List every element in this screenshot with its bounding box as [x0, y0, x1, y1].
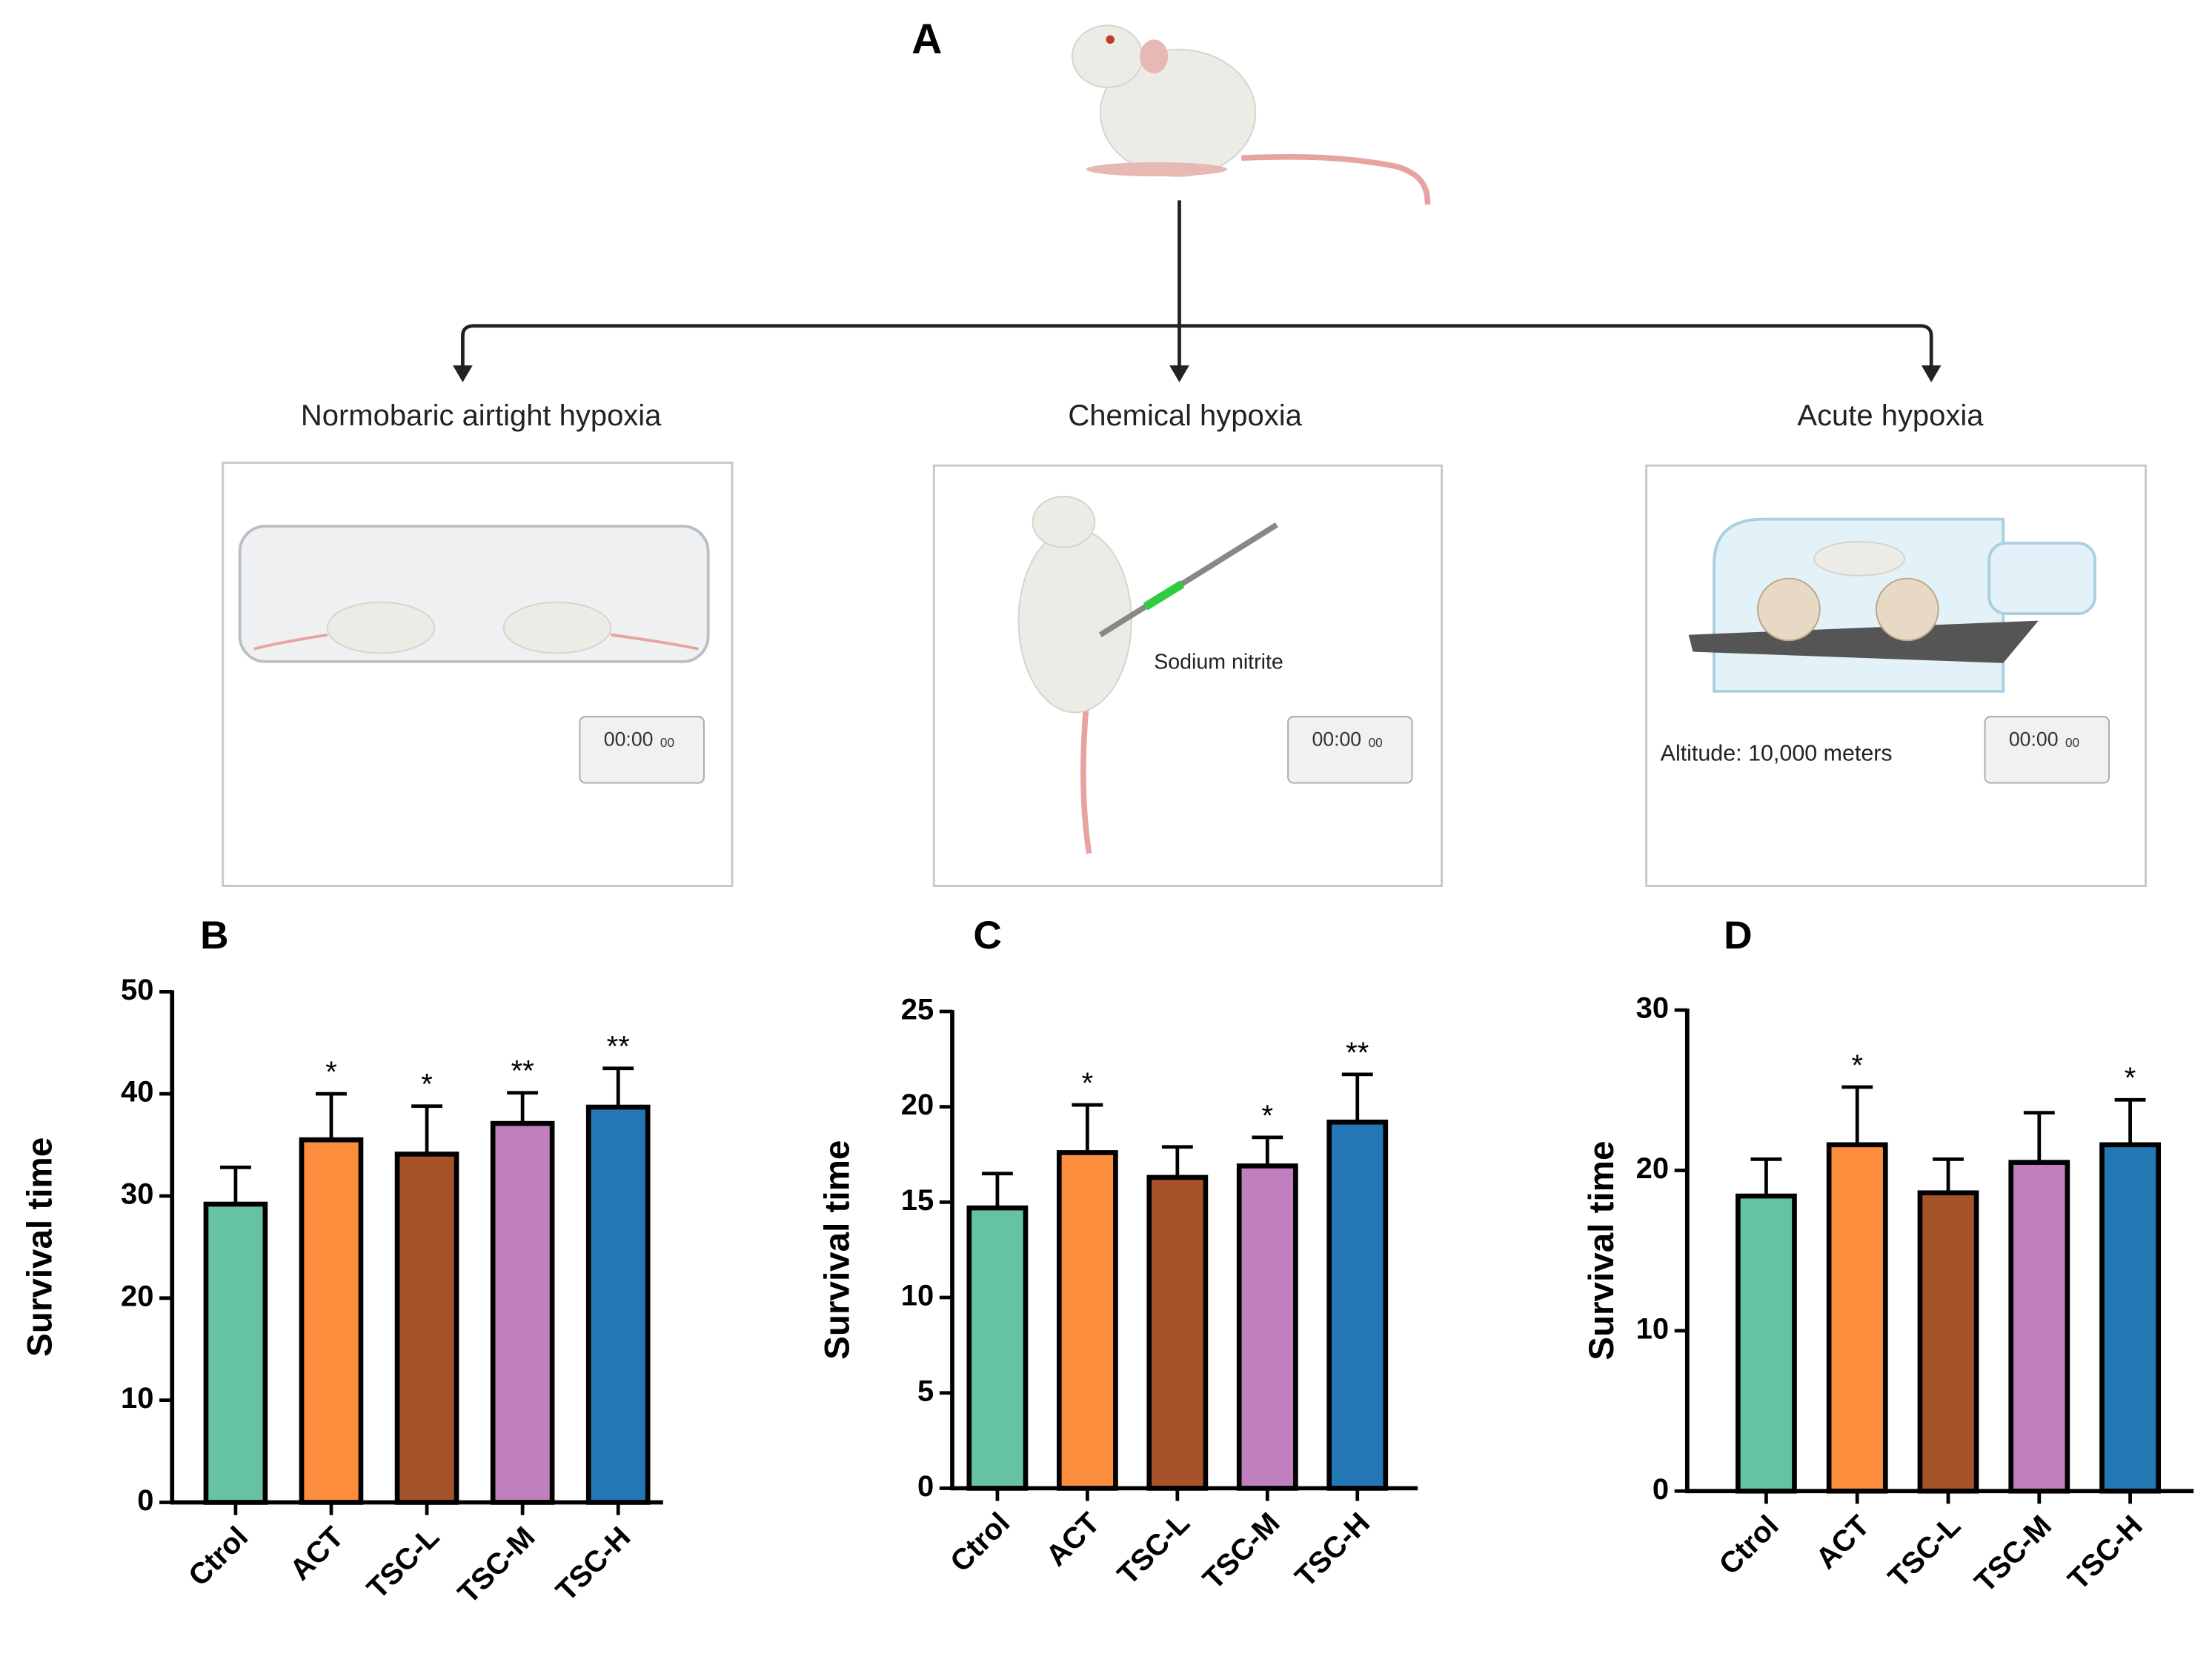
x-tick-label: Ctrol: [1713, 1509, 1785, 1581]
y-tick-label: 15: [901, 1184, 934, 1217]
y-tick-label: 40: [121, 1076, 153, 1109]
y-tick-label: 30: [1636, 992, 1669, 1025]
significance: **: [1346, 1037, 1369, 1069]
y-tick-label: 20: [901, 1089, 934, 1121]
altitude-label: Altitude: 10,000 meters: [1661, 741, 1893, 766]
timer-text: 00:00: [1312, 728, 1361, 751]
panel-label: B: [200, 914, 229, 957]
y-axis-label: Survival time: [817, 1140, 857, 1360]
timers: [579, 716, 2110, 784]
y-tick-label: 10: [121, 1382, 153, 1415]
y-tick-label: 50: [121, 974, 153, 1006]
x-tick-label: TSC-H: [2062, 1509, 2148, 1596]
x-tick-label: TSC-H: [1289, 1506, 1376, 1593]
x-tick-label: TSC-L: [1882, 1509, 1967, 1594]
airtight-tube: [238, 525, 710, 663]
bar: [394, 1152, 459, 1505]
chamber: [1688, 517, 2096, 693]
bar: [1917, 1190, 1979, 1494]
bar: [490, 1120, 555, 1505]
y-tick-label: 0: [1653, 1473, 1669, 1506]
timer-text: 00: [1369, 735, 1383, 750]
y-tick-label: 20: [121, 1280, 153, 1312]
y-tick-label: 10: [1636, 1312, 1669, 1345]
significance: *: [1082, 1067, 1094, 1100]
bar: [2099, 1142, 2161, 1494]
x-tick-label: Ctrol: [182, 1521, 254, 1592]
bar: [1736, 1193, 1797, 1494]
bar: [585, 1104, 651, 1505]
y-tick-label: 0: [137, 1484, 153, 1517]
x-tick-label: TSC-M: [1968, 1509, 2058, 1599]
x-tick-label: ACT: [284, 1521, 350, 1586]
x-tick-label: TSC-L: [1112, 1506, 1196, 1591]
x-tick-label: TSC-H: [550, 1521, 637, 1607]
chemical-mouse: [1017, 496, 1278, 854]
significance: **: [511, 1055, 534, 1088]
x-tick-label: ACT: [1040, 1506, 1106, 1572]
significance: *: [421, 1069, 433, 1101]
significance: *: [2125, 1062, 2136, 1094]
significance: *: [1262, 1100, 1274, 1132]
bar: [966, 1205, 1029, 1491]
branch-title: Chemical hypoxia: [1068, 399, 1302, 432]
x-tick-label: TSC-M: [452, 1521, 542, 1610]
bar: [2008, 1160, 2070, 1494]
y-tick-label: 5: [917, 1375, 934, 1407]
top-mouse: [1071, 24, 1431, 205]
panel-label: C: [973, 914, 1002, 957]
bar: [1826, 1142, 1888, 1494]
significance: *: [325, 1056, 337, 1089]
y-tick-label: 0: [917, 1470, 934, 1503]
bar: [1056, 1150, 1118, 1491]
bar: [203, 1201, 268, 1505]
bar: [299, 1137, 364, 1505]
x-tick-label: TSC-M: [1197, 1506, 1286, 1596]
x-tick-label: Ctrol: [944, 1506, 1016, 1578]
timer-text: 00: [2065, 735, 2079, 750]
significance: **: [607, 1031, 630, 1063]
y-tick-label: 10: [901, 1280, 934, 1312]
branch-title: Normobaric airtight hypoxia: [301, 399, 662, 432]
y-axis-label: Survival time: [21, 1137, 60, 1357]
y-tick-label: 30: [121, 1178, 153, 1211]
x-tick-label: TSC-L: [361, 1521, 445, 1605]
branch-title: Acute hypoxia: [1797, 399, 1984, 432]
x-tick-label: ACT: [1810, 1509, 1876, 1575]
bar: [1326, 1119, 1389, 1491]
timer-text: 00: [660, 735, 674, 750]
panel-label: D: [1724, 914, 1753, 957]
significance: *: [1851, 1049, 1863, 1082]
boxes: [222, 462, 2147, 887]
arrows: [461, 200, 1933, 370]
y-tick-label: 20: [1636, 1152, 1669, 1185]
arrow-heads: [453, 365, 1942, 382]
panel-label: A: [911, 16, 942, 63]
y-axis-label: Survival time: [1582, 1141, 1621, 1360]
injection-label: Sodium nitrite: [1154, 650, 1283, 674]
timer-text: 00:00: [2009, 728, 2059, 751]
bar: [1146, 1174, 1209, 1491]
bar: [1236, 1163, 1298, 1491]
timer-text: 00:00: [604, 728, 654, 751]
y-tick-label: 25: [901, 994, 934, 1026]
